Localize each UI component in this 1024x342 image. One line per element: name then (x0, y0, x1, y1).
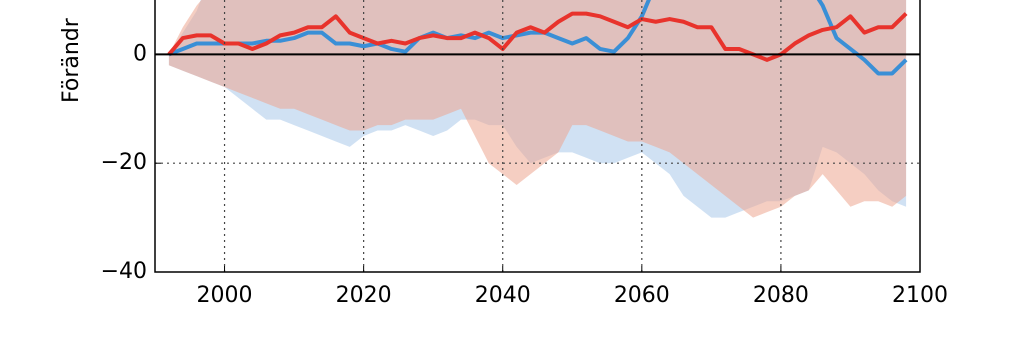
x-tick-label: 2100 (892, 283, 948, 308)
x-tick-label: 2020 (336, 283, 392, 308)
plot-area (167, 0, 908, 218)
y-tick-label: −40 (101, 259, 147, 284)
axes-frame (154, 0, 921, 273)
x-tick-label: 2060 (614, 283, 670, 308)
y-tick-label: −20 (101, 150, 147, 175)
x-tick-label: 2080 (753, 283, 809, 308)
x-tick-label: 2040 (475, 283, 531, 308)
series-line (168, 0, 908, 76)
x-tick-label: 2000 (197, 283, 253, 308)
series-line (167, 11, 908, 62)
y-tick-label: 0 (133, 41, 147, 66)
y-axis-label: Förändr (59, 17, 84, 103)
